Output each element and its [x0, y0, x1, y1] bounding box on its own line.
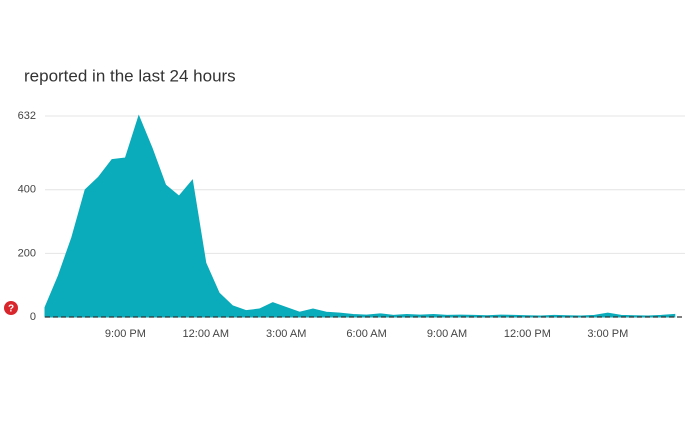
x-tick-label: 9:00 AM [427, 328, 467, 340]
y-tick-label: 200 [18, 247, 36, 259]
y-tick-label: 632 [18, 110, 36, 122]
y-tick-label: 0 [30, 311, 36, 323]
x-tick-label: 3:00 PM [587, 328, 628, 340]
chart-title: reported in the last 24 hours [24, 66, 236, 85]
y-tick-label: 400 [18, 184, 36, 196]
x-tick-label: 9:00 PM [105, 328, 146, 340]
x-tick-label: 6:00 AM [346, 328, 386, 340]
x-tick-label: 12:00 PM [504, 328, 551, 340]
alert-icon: ? [4, 301, 18, 315]
area [44, 114, 676, 318]
x-tick-label: 3:00 AM [266, 328, 306, 340]
x-tick-label: 12:00 AM [183, 328, 229, 340]
svg-text:?: ? [8, 304, 14, 315]
